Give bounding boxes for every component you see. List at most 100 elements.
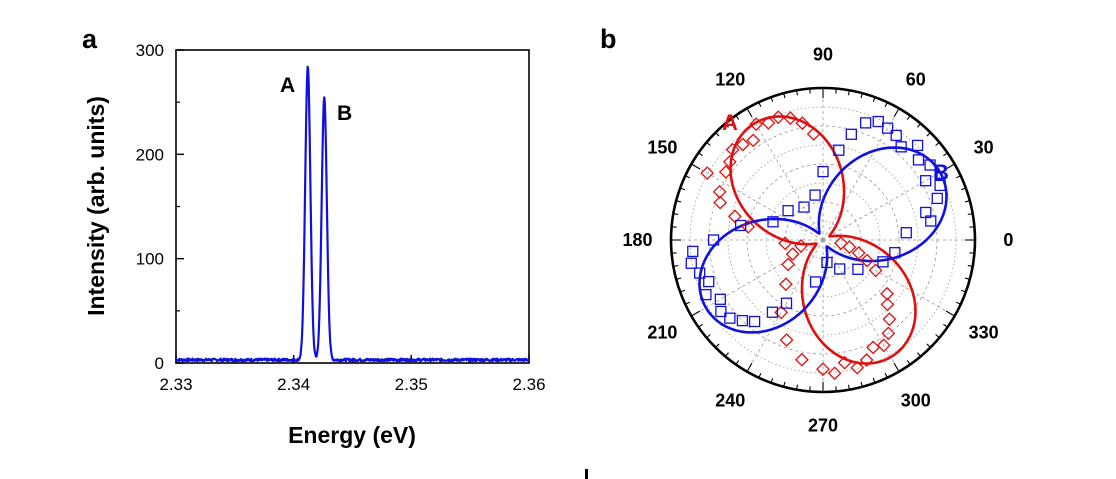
marker-b	[782, 205, 794, 217]
angle-label: 240	[715, 391, 745, 411]
polar-tick	[847, 90, 850, 96]
polar-spoke	[746, 108, 824, 241]
marker-a	[725, 142, 740, 157]
polar-tick	[935, 141, 940, 146]
polar-spoke	[822, 108, 900, 241]
polar-spoke	[691, 163, 824, 241]
fit-curve-a	[729, 115, 917, 365]
polar-tick	[698, 152, 703, 157]
marker-a	[876, 338, 891, 353]
marker-b	[703, 275, 715, 288]
marker-a	[880, 286, 894, 301]
marker-a	[722, 154, 737, 169]
marker-b	[780, 297, 793, 309]
y-tick-label: 0	[155, 354, 164, 373]
polar-tick	[715, 132, 720, 137]
marker-b	[766, 306, 779, 318]
polar-tick	[847, 384, 850, 390]
marker-b	[852, 263, 864, 275]
marker-b	[685, 257, 697, 269]
x-tick-labels: 2.33 2.34 2.35 2.36	[159, 375, 545, 394]
marker-b	[931, 192, 943, 205]
polar-tick	[715, 343, 720, 348]
panel-b: b 0 30 60 90 120 150 180 210 240 270 300 330 A B	[600, 24, 1013, 435]
marker-b	[809, 189, 821, 201]
polar-tick	[884, 102, 888, 108]
marker-b	[911, 139, 924, 152]
marker-a	[860, 253, 875, 268]
marker-a	[741, 219, 756, 234]
polar-tick	[746, 362, 753, 372]
marker-a	[834, 236, 848, 251]
marker-a	[778, 236, 793, 251]
marker-a	[749, 117, 764, 132]
marker-b	[715, 305, 727, 318]
marker-b	[845, 128, 857, 140]
polar-tick	[872, 96, 876, 103]
polar-fit-curves	[698, 115, 948, 365]
polar-ring	[727, 144, 919, 336]
y-tick-label: 200	[136, 145, 164, 164]
angle-label: 270	[808, 415, 838, 435]
polar-tick	[860, 93, 863, 99]
marker-b	[798, 201, 810, 213]
polar-spoke	[822, 163, 955, 241]
marker-b	[809, 276, 822, 288]
series-b-label: B	[933, 160, 949, 185]
polar-tick	[758, 372, 762, 378]
polar-tick	[893, 108, 900, 118]
marker-a	[712, 184, 727, 199]
polar-tick	[943, 152, 948, 157]
marker-a	[880, 297, 895, 312]
polar-tick	[796, 90, 799, 96]
polar-tick	[685, 175, 691, 179]
marker-b	[895, 141, 907, 153]
marker-a	[794, 352, 809, 367]
marker-a	[779, 333, 794, 347]
plot-frame-a	[175, 49, 530, 364]
marker-a	[837, 355, 852, 370]
marker-b	[700, 288, 712, 301]
marker-a	[816, 362, 830, 377]
polar-tick	[676, 200, 682, 203]
polar-tick	[691, 163, 701, 170]
polar-grid	[669, 86, 977, 394]
panel-letter-a: a	[82, 24, 98, 54]
peak-label-b: B	[337, 102, 352, 125]
polar-tick	[960, 289, 967, 293]
polar-spoke	[746, 239, 824, 372]
marker-b	[900, 227, 912, 239]
polar-tick	[679, 187, 686, 191]
polar-tick	[783, 381, 786, 387]
marker-a	[882, 312, 897, 327]
marker-b	[872, 115, 884, 128]
marker-b	[912, 154, 925, 166]
marker-b	[748, 315, 761, 328]
angle-label: 60	[906, 69, 926, 89]
polar-tick	[673, 264, 679, 267]
polar-tick	[906, 360, 911, 365]
polar-tick	[893, 362, 900, 372]
polar-tick	[746, 108, 753, 118]
angle-label: 0	[1003, 230, 1013, 250]
angle-label: 90	[813, 45, 833, 65]
angle-label: 300	[901, 391, 931, 411]
polar-tick	[685, 301, 691, 305]
marker-b	[694, 267, 706, 279]
polar-tick	[770, 377, 774, 384]
marker-b	[714, 293, 726, 305]
x-tick-label: 2.36	[512, 375, 545, 394]
marker-b	[920, 175, 932, 187]
marker-a	[781, 257, 796, 272]
polar-tick	[967, 213, 973, 216]
x-axis-title: Energy (eV)	[288, 422, 416, 448]
marker-a	[735, 137, 750, 152]
series-b-markers	[685, 115, 946, 328]
panel-a: a 0 100 200 300 2.33 2.34 2.35 2.36 Intensity …	[82, 24, 546, 448]
polar-tick	[935, 334, 940, 339]
marker-a	[778, 277, 793, 292]
marker-a	[785, 247, 800, 262]
polar-tick	[706, 334, 711, 339]
polar-tick	[955, 301, 961, 305]
marker-a	[806, 127, 821, 141]
